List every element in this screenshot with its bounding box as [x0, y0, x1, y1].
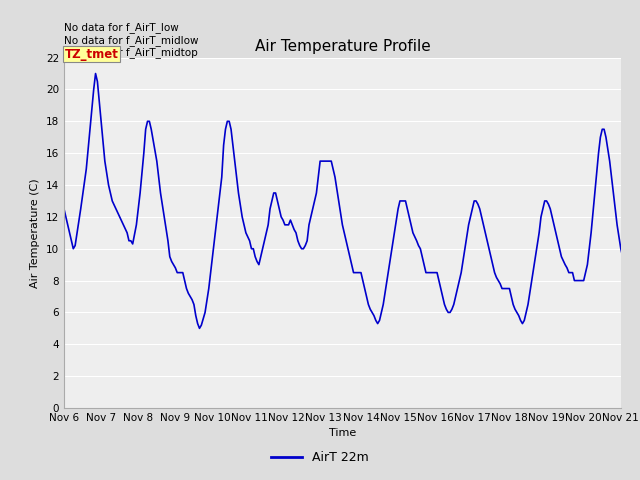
Legend: AirT 22m: AirT 22m — [266, 446, 374, 469]
Text: No data for f_AirT_midlow: No data for f_AirT_midlow — [64, 35, 198, 46]
Text: No data for f_AirT_midtop: No data for f_AirT_midtop — [64, 47, 198, 58]
Text: No data for f_AirT_low: No data for f_AirT_low — [64, 23, 179, 34]
Y-axis label: Air Temperature (C): Air Temperature (C) — [30, 178, 40, 288]
Title: Air Temperature Profile: Air Temperature Profile — [255, 39, 430, 54]
Text: TZ_tmet: TZ_tmet — [65, 48, 118, 60]
X-axis label: Time: Time — [329, 429, 356, 438]
